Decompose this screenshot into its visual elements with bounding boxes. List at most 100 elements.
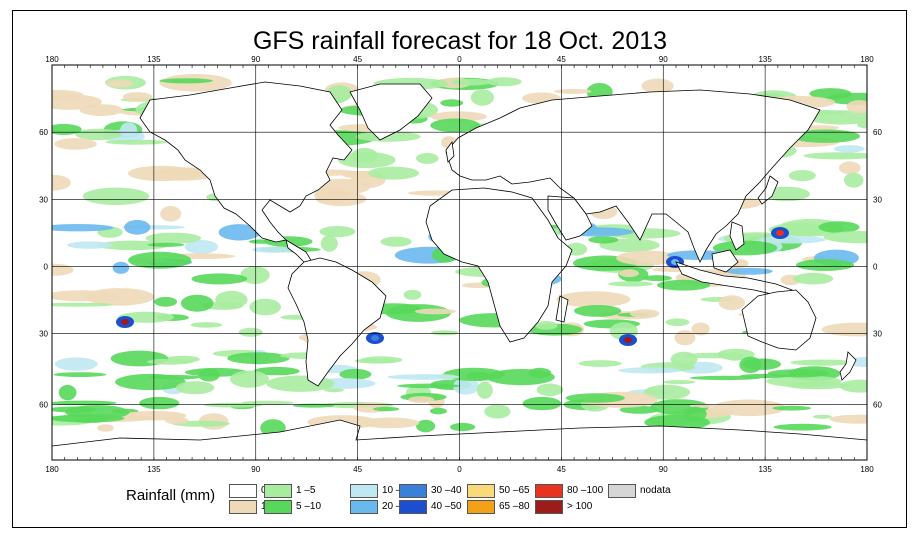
rain-patch xyxy=(440,99,464,107)
rain-patch xyxy=(387,374,460,380)
latitude-tick-label: 60 xyxy=(39,401,48,410)
rain-patch xyxy=(230,370,269,388)
legend-label: > 100 xyxy=(567,501,593,512)
legend-swatch xyxy=(467,484,495,498)
rain-patch xyxy=(240,266,270,284)
rain-patch xyxy=(486,77,522,87)
rain-patch xyxy=(175,381,215,395)
legend-swatch xyxy=(399,500,427,514)
longitude-tick-label: 180 xyxy=(45,465,59,474)
page-title: GFS rainfall forecast for 18 Oct. 2013 xyxy=(252,27,668,55)
new-zealand-landmass xyxy=(839,351,857,381)
rain-patch xyxy=(573,305,622,317)
rain-patch xyxy=(674,330,696,346)
legend-label: 10 –20 xyxy=(382,485,413,496)
axis-ticks-layer: 180 180 135 135 90 90 45 45 0 0 45 45 90 90 135 135 180 1… xyxy=(39,55,882,474)
rain-patch xyxy=(431,330,459,336)
latitude-tick-label: 30 xyxy=(39,330,48,339)
longitude-tick-label: 45 xyxy=(557,55,566,64)
rain-patch xyxy=(249,298,281,316)
rain-patch xyxy=(58,384,77,401)
rain-patch xyxy=(470,89,494,106)
rain-patch xyxy=(619,405,659,414)
rain-patch xyxy=(54,138,97,150)
rain-patch xyxy=(618,367,681,374)
legend-swatch xyxy=(264,500,292,514)
rain-patch xyxy=(790,359,854,366)
longitude-tick-label: 90 xyxy=(251,55,260,64)
latitude-tick-label: 60 xyxy=(39,128,48,137)
rain-patch xyxy=(844,172,864,188)
longitude-tick-label: 0 xyxy=(457,55,462,64)
rain-patch xyxy=(115,373,186,391)
legend-label: nodata xyxy=(640,485,671,496)
legend-swatch xyxy=(467,500,495,514)
rain-patch xyxy=(846,100,867,114)
rain-patch xyxy=(451,78,491,86)
latitude-tick-label: 60 xyxy=(873,128,882,137)
rain-patch xyxy=(54,357,98,371)
heavy-rain-core xyxy=(776,230,784,236)
rain-patch xyxy=(773,423,832,431)
latitude-tick-label: 0 xyxy=(44,262,49,271)
longitude-tick-label: 135 xyxy=(758,465,772,474)
legend-swatch xyxy=(229,484,257,498)
japan-landmass xyxy=(757,175,779,205)
rain-patch xyxy=(52,174,71,191)
rain-patch xyxy=(82,187,150,205)
rain-patch xyxy=(52,400,117,406)
rain-patch xyxy=(351,147,378,164)
heavy-rain-core xyxy=(371,335,379,341)
rain-patch xyxy=(361,417,420,429)
longitude-tick-label: 45 xyxy=(353,465,362,474)
longitude-tick-label: 0 xyxy=(457,465,462,474)
rain-patch xyxy=(476,381,493,399)
legend-label: 20 –30 xyxy=(382,501,413,512)
rain-patch xyxy=(73,418,107,423)
legend-title: Rainfall (mm) xyxy=(126,487,216,504)
rain-patch xyxy=(829,414,867,424)
rain-patch xyxy=(608,281,654,287)
rain-patch xyxy=(403,289,422,300)
latitude-tick-label: 0 xyxy=(873,262,878,271)
rain-patch xyxy=(641,78,674,94)
rain-patch xyxy=(314,187,351,204)
rain-patch xyxy=(112,261,130,274)
rain-patch xyxy=(408,396,435,404)
rain-patch xyxy=(253,366,300,376)
rain-patch xyxy=(788,170,816,182)
rain-patch xyxy=(241,400,294,405)
rain-patch xyxy=(238,327,263,337)
rain-patch xyxy=(248,239,274,244)
philippines-landmass xyxy=(729,221,745,251)
rain-patch xyxy=(339,368,372,380)
rain-patch xyxy=(190,322,223,328)
legend-label: 5 –10 xyxy=(296,501,322,512)
longitude-tick-label: 90 xyxy=(659,465,668,474)
longitude-tick-label: 180 xyxy=(860,55,874,64)
latitude-tick-label: 30 xyxy=(39,195,48,204)
legend-swatch xyxy=(264,484,292,498)
legend-swatch xyxy=(229,500,257,514)
rain-patch xyxy=(802,125,840,131)
rain-patch xyxy=(812,414,832,419)
rain-patch xyxy=(839,161,861,175)
legend-swatch xyxy=(350,484,378,498)
africa-landmass xyxy=(425,187,573,343)
rain-patch xyxy=(360,356,403,364)
rain-patch xyxy=(150,167,216,181)
rain-patch xyxy=(726,352,743,361)
longitude-tick-label: 135 xyxy=(147,55,161,64)
rain-patch xyxy=(184,240,219,254)
legend-label: 65 –80 xyxy=(499,501,530,512)
rain-patch xyxy=(416,152,439,164)
legend-swatch xyxy=(350,500,378,514)
rain-patch xyxy=(657,279,711,291)
rain-patch xyxy=(52,263,74,276)
rain-patch xyxy=(67,241,113,249)
rain-patch xyxy=(796,259,854,271)
rain-patch xyxy=(834,145,865,153)
rain-patch xyxy=(791,129,861,143)
rain-patch xyxy=(52,224,114,232)
